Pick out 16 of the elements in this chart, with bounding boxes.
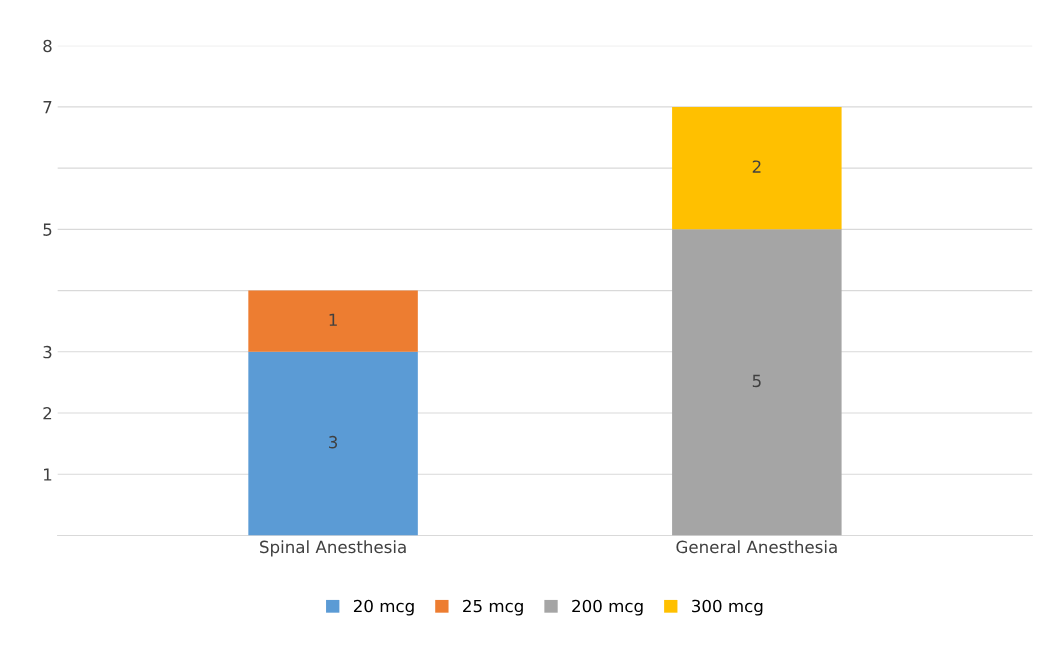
y-tick-label: 1 (44, 468, 52, 481)
legend-label: 20 mcg (353, 599, 414, 616)
data-label: 5 (752, 374, 761, 388)
legend-label: 200 mcg (572, 599, 643, 616)
y-tick-label: 8 (43, 39, 52, 53)
data-label: 2 (752, 160, 761, 173)
legend-label: 300 mcg (692, 599, 763, 616)
y-tick-label: 5 (43, 223, 52, 236)
y-tick-label: 7 (43, 101, 52, 114)
data-label: 1 (329, 313, 337, 326)
y-tick-label: 3 (43, 345, 52, 359)
data-label: 3 (329, 435, 338, 449)
x-tick-label: General Anesthesia (676, 540, 837, 554)
y-tick-label: 2 (43, 406, 52, 420)
legend-label: 25 mcg (463, 599, 523, 616)
x-tick-label: Spinal Anesthesia (260, 540, 406, 557)
